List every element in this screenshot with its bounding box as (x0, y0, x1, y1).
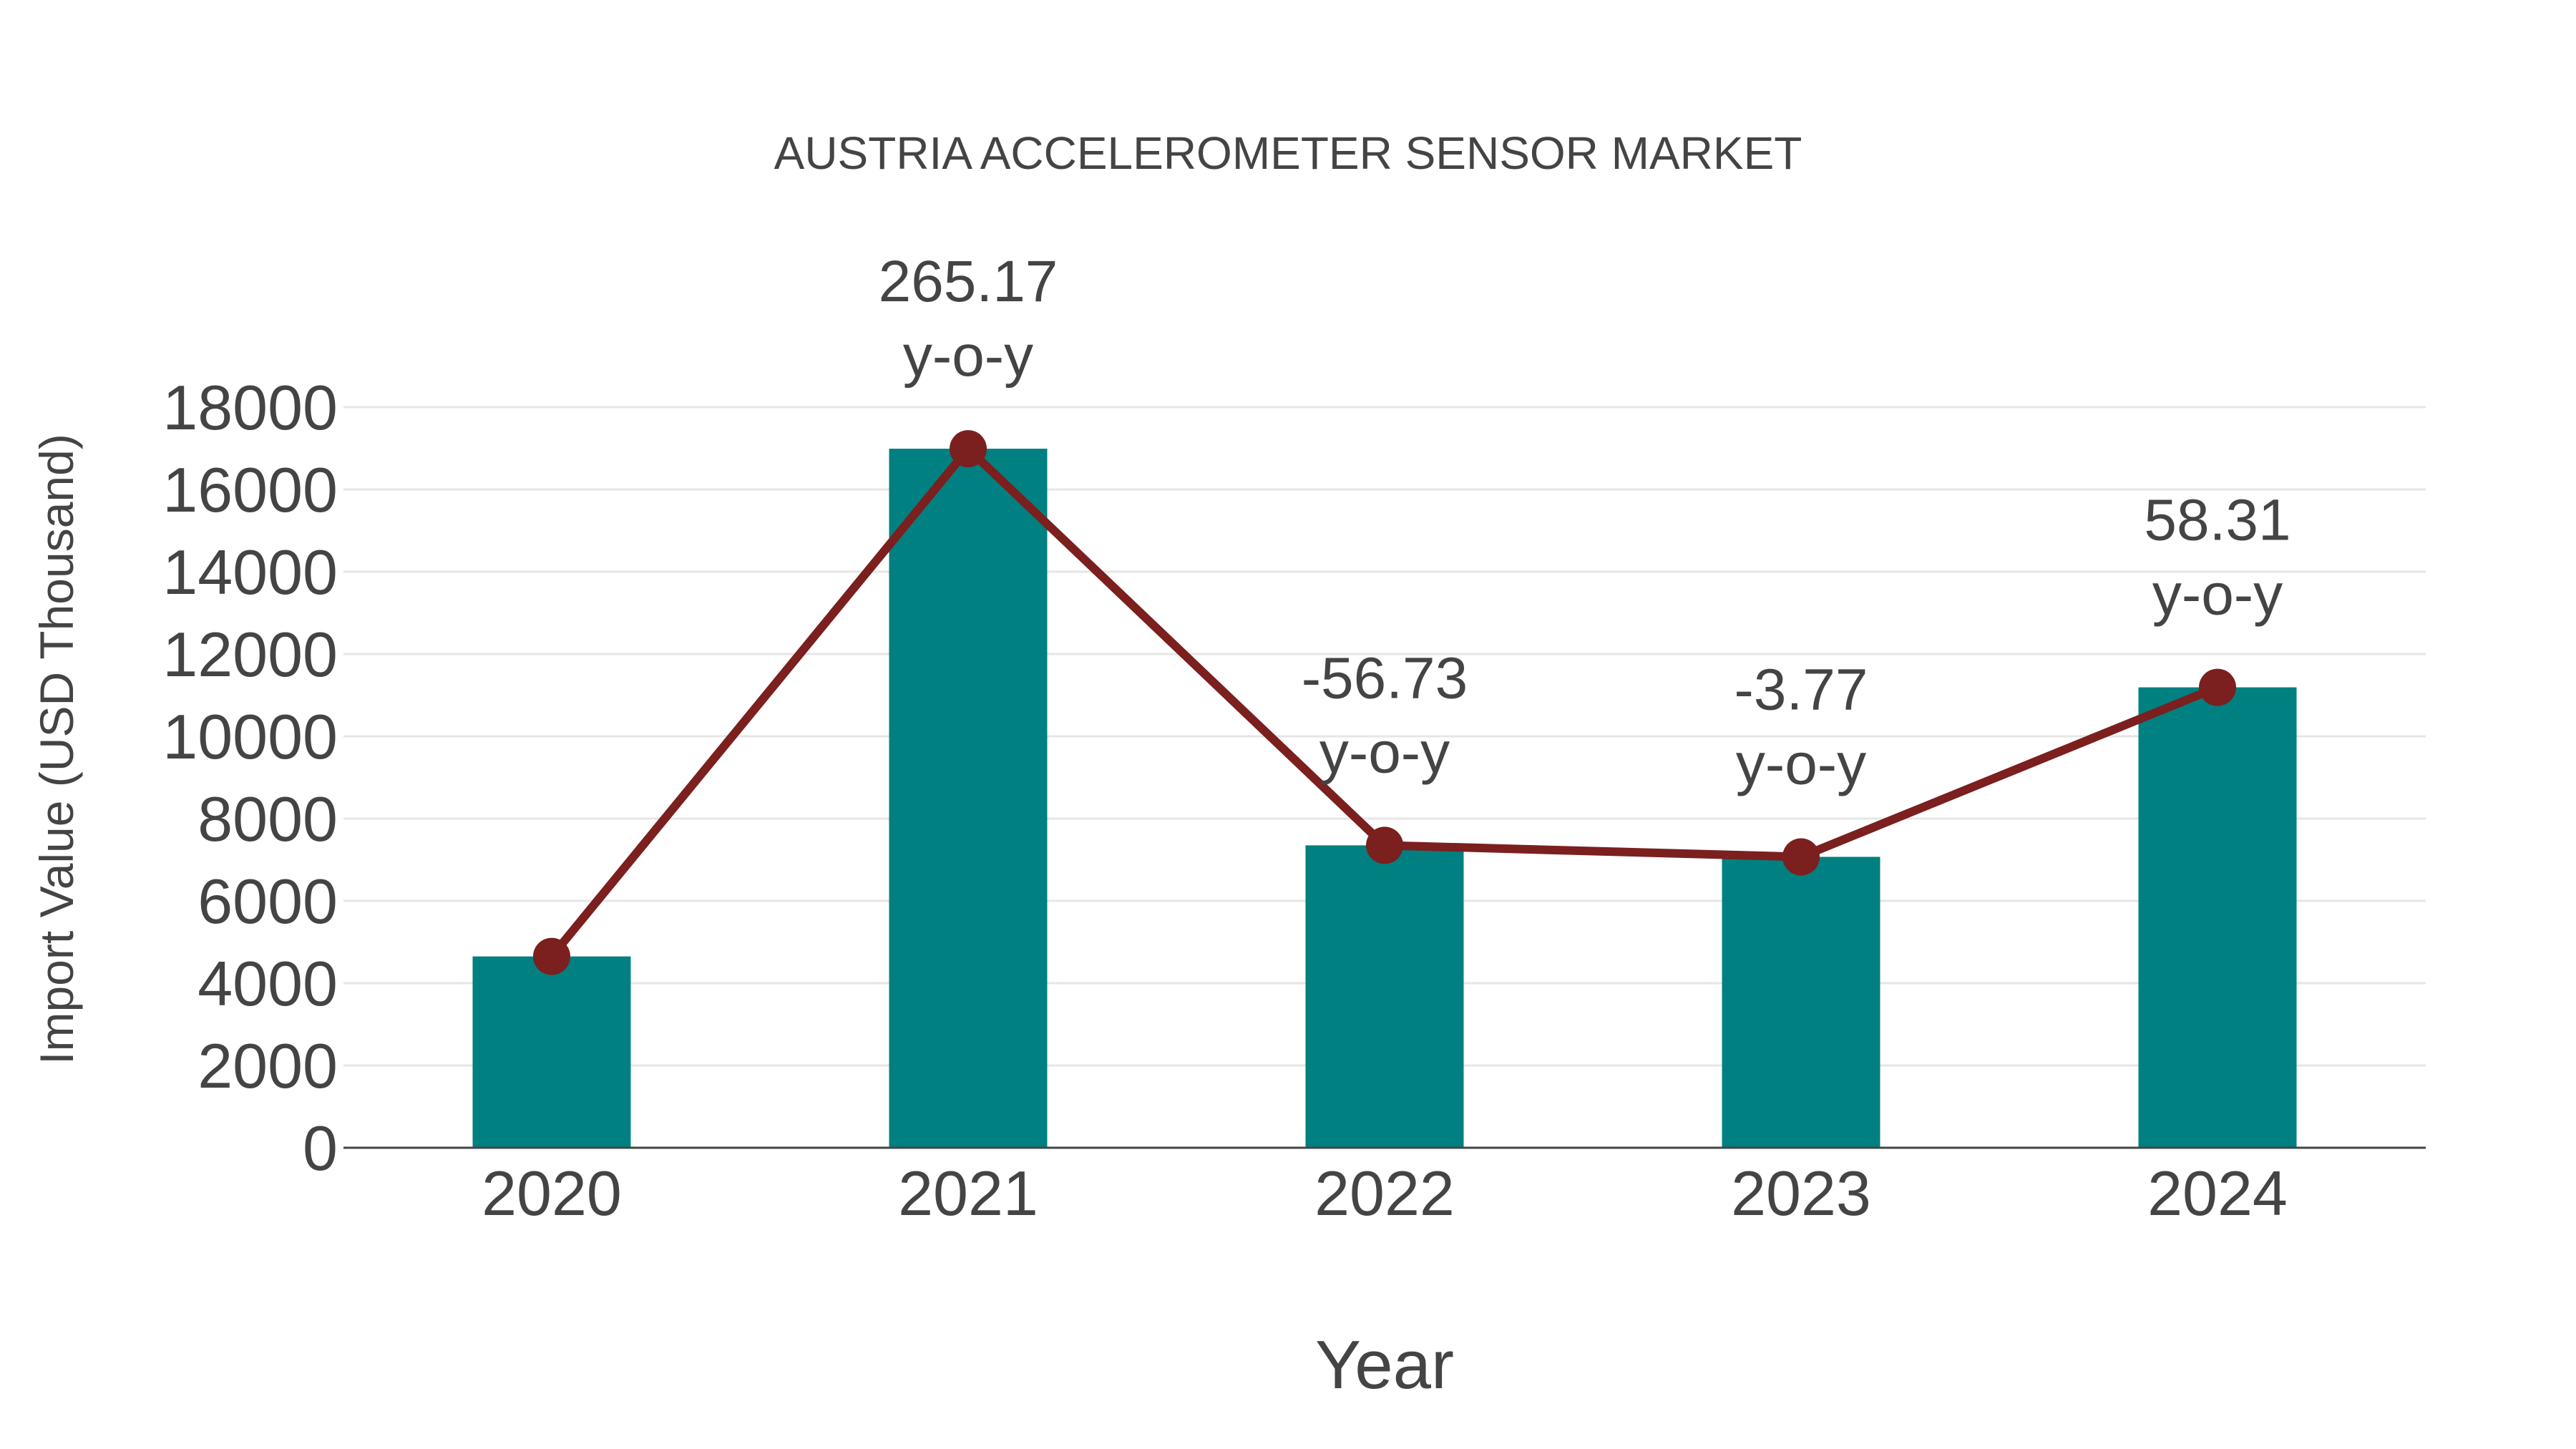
bar-series (472, 449, 2297, 1148)
x-axis-title: Year (1315, 1327, 1454, 1403)
x-tick-label: 2024 (2147, 1158, 2288, 1229)
y-tick-label: 6000 (197, 866, 338, 937)
y-tick-label: 4000 (197, 948, 338, 1019)
trend-marker-2022 (1366, 826, 1403, 864)
yoy-suffix-2021: y-o-y (903, 323, 1033, 389)
trend-marker-2021 (950, 430, 987, 468)
trend-line-series (533, 430, 2236, 975)
trend-marker-2023 (1782, 838, 1820, 876)
yoy-suffix-2024: y-o-y (2152, 562, 2283, 628)
y-tick-label: 2000 (197, 1030, 338, 1101)
y-tick-label: 16000 (162, 454, 338, 525)
yoy-value-2021: 265.17 (879, 249, 1058, 314)
y-tick-label: 18000 (162, 372, 338, 443)
y-tick-label: 12000 (162, 619, 338, 690)
x-tick-label: 2020 (482, 1158, 622, 1229)
x-tick-label: 2022 (1314, 1158, 1455, 1229)
yoy-value-2023: -3.77 (1735, 657, 1868, 722)
bar-2020 (472, 956, 631, 1148)
yoy-value-2024: 58.31 (2144, 488, 2290, 553)
bar-2021 (889, 449, 1048, 1148)
y-tick-label: 8000 (197, 784, 338, 854)
yoy-suffix-2023: y-o-y (1736, 731, 1866, 796)
y-tick-label: 0 (303, 1113, 338, 1184)
x-tick-label: 2023 (1731, 1158, 1871, 1229)
yoy-value-2022: -56.73 (1302, 645, 1468, 711)
chart-title: AUSTRIA ACCELEROMETER SENSOR MARKET (774, 127, 1802, 179)
bar-2022 (1305, 845, 1464, 1148)
x-tick-label: 2021 (898, 1158, 1038, 1229)
y-gridlines (343, 406, 2426, 1067)
trend-marker-2024 (2199, 668, 2236, 706)
y-tick-label: 10000 (162, 701, 338, 772)
y-tick-label: 14000 (162, 537, 338, 608)
x-tick-labels: 2020 2021 2022 2023 2024 (482, 1158, 2288, 1229)
yoy-annotations: 265.17 y-o-y -56.73 y-o-y -3.77 y-o-y 58.31 y-o… (879, 249, 2291, 796)
yoy-suffix-2022: y-o-y (1319, 720, 1450, 785)
trend-marker-2020 (533, 937, 570, 975)
y-tick-labels: 0 2000 4000 6000 8000 10000 12000 14000 16000 180… (162, 372, 338, 1184)
bar-2024 (2138, 687, 2297, 1148)
bar-2023 (1722, 857, 1880, 1148)
y-axis-title: Import Value (USD Thousand) (30, 434, 83, 1065)
